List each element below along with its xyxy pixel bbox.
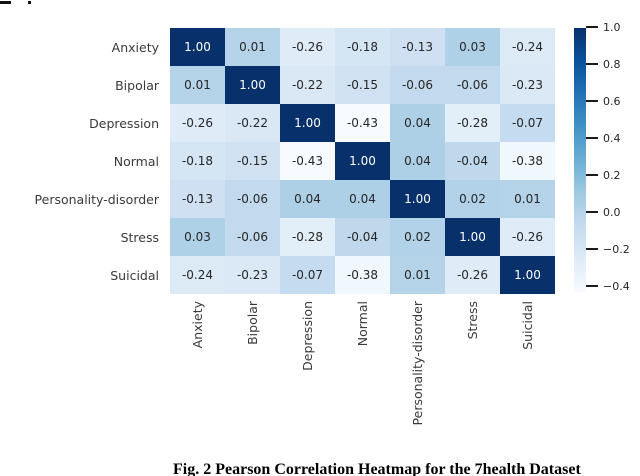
heatmap-cell: -0.43 — [335, 104, 390, 142]
heatmap-cell: -0.38 — [335, 256, 390, 294]
heatmap-cell: -0.23 — [225, 256, 280, 294]
heatmap-cell: 0.01 — [500, 180, 555, 218]
heatmap-cell: -0.06 — [445, 66, 500, 104]
x-tick-label: Depression — [280, 301, 335, 371]
heatmap-cell: -0.26 — [170, 104, 225, 142]
heatmap-cell: -0.18 — [335, 28, 390, 66]
x-tick-label-text: Personality-disorder — [410, 301, 425, 426]
heatmap-cell: -0.38 — [500, 142, 555, 180]
heatmap-cell: 0.02 — [445, 180, 500, 218]
colorbar-tick-mark — [586, 26, 598, 28]
heatmap-cell: 0.04 — [390, 104, 445, 142]
crop-artifact-dash — [0, 1, 11, 4]
x-tick-label-text: Depression — [300, 301, 315, 371]
heatmap-cell: 1.00 — [390, 180, 445, 218]
y-tick-label: Bipolar — [115, 77, 159, 93]
colorbar-tick-mark — [586, 211, 598, 213]
heatmap-cell: -0.43 — [280, 142, 335, 180]
heatmap-cell: 0.03 — [445, 28, 500, 66]
heatmap-cell: -0.26 — [445, 256, 500, 294]
colorbar-gradient — [574, 28, 586, 292]
colorbar-tick-mark — [586, 137, 598, 139]
y-tick-label: Personality-disorder — [34, 191, 159, 207]
correlation-heatmap: 1.00 0.01 -0.26 -0.18 -0.13 0.03 -0.24 0.01 1.00… — [170, 28, 555, 294]
heatmap-cell: 1.00 — [335, 142, 390, 180]
heatmap-cell: 0.01 — [225, 28, 280, 66]
heatmap-cell: -0.26 — [280, 28, 335, 66]
heatmap-x-axis-labels: Anxiety Bipolar Depression Normal Personalit… — [170, 301, 555, 451]
colorbar-tick-label: 0.4 — [603, 132, 621, 145]
heatmap-cell: -0.04 — [335, 218, 390, 256]
y-tick-label: Suicidal — [110, 267, 159, 283]
heatmap-cell: -0.23 — [500, 66, 555, 104]
colorbar-tick-label: 0.8 — [603, 58, 621, 71]
heatmap-cell: -0.06 — [225, 180, 280, 218]
colorbar-tick-label: 0.6 — [603, 95, 621, 108]
colorbar-tick-mark — [586, 100, 598, 102]
heatmap-cell: 1.00 — [500, 256, 555, 294]
heatmap-cell: -0.06 — [390, 66, 445, 104]
crop-artifact-dot — [28, 1, 31, 4]
x-tick-label-text: Anxiety — [190, 301, 205, 349]
y-tick-label: Stress — [120, 229, 159, 245]
y-tick-label: Normal — [113, 153, 159, 169]
x-tick-label-text: Normal — [355, 301, 370, 347]
x-tick-label-text: Bipolar — [245, 301, 260, 345]
y-tick-label: Anxiety — [111, 39, 159, 55]
heatmap-cell: -0.07 — [280, 256, 335, 294]
heatmap-cell: -0.07 — [500, 104, 555, 142]
heatmap-cell: -0.04 — [445, 142, 500, 180]
colorbar-tick-label: −0.4 — [603, 280, 630, 293]
colorbar-tick-label: −0.2 — [603, 243, 630, 256]
colorbar-tick-mark — [586, 63, 598, 65]
colorbar-tick-mark — [586, 248, 598, 250]
heatmap-cell: -0.13 — [390, 28, 445, 66]
heatmap-cell: -0.22 — [225, 104, 280, 142]
heatmap-cell: 0.03 — [170, 218, 225, 256]
colorbar-tick-label: 0.2 — [603, 169, 621, 182]
x-tick-label: Bipolar — [225, 301, 280, 345]
x-tick-label-text: Stress — [465, 301, 480, 340]
heatmap-cell: 1.00 — [445, 218, 500, 256]
colorbar-tick-mark — [586, 285, 598, 287]
heatmap-cell: -0.06 — [225, 218, 280, 256]
heatmap-cell: -0.28 — [445, 104, 500, 142]
heatmap-cell: -0.24 — [500, 28, 555, 66]
x-tick-label: Personality-disorder — [390, 301, 445, 425]
y-tick-label: Depression — [89, 115, 159, 131]
heatmap-cell: 1.00 — [170, 28, 225, 66]
heatmap-cell: 0.04 — [335, 180, 390, 218]
x-tick-label-text: Suicidal — [520, 301, 535, 350]
heatmap-cell: 1.00 — [280, 104, 335, 142]
heatmap-cell: -0.15 — [225, 142, 280, 180]
heatmap-cell: -0.18 — [170, 142, 225, 180]
colorbar-tick-label: 0.0 — [603, 206, 621, 219]
heatmap-cell: 0.01 — [170, 66, 225, 104]
heatmap-cell: -0.13 — [170, 180, 225, 218]
heatmap-cell: 0.04 — [390, 142, 445, 180]
colorbar-tick-mark — [586, 174, 598, 176]
heatmap-cell: -0.28 — [280, 218, 335, 256]
x-tick-label: Suicidal — [500, 301, 555, 350]
figure-caption: Fig. 2 Pearson Correlation Heatmap for t… — [173, 461, 581, 476]
heatmap-cell: 0.02 — [390, 218, 445, 256]
heatmap-cell: -0.24 — [170, 256, 225, 294]
heatmap-cell: 0.01 — [390, 256, 445, 294]
colorbar-tick-label: 1.0 — [603, 21, 621, 34]
heatmap-cell: 1.00 — [225, 66, 280, 104]
x-tick-label: Stress — [445, 301, 500, 339]
heatmap-cell: -0.22 — [280, 66, 335, 104]
heatmap-y-axis-labels: Anxiety Bipolar Depression Normal Personalit… — [0, 28, 163, 294]
heatmap-cell: 0.04 — [280, 180, 335, 218]
x-tick-label: Normal — [335, 301, 390, 346]
heatmap-cell: -0.15 — [335, 66, 390, 104]
x-tick-label: Anxiety — [170, 301, 225, 348]
heatmap-cell: -0.26 — [500, 218, 555, 256]
